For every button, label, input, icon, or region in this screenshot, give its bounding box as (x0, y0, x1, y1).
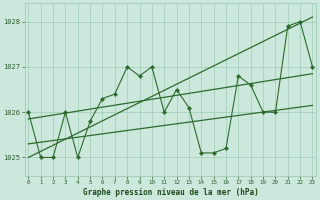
X-axis label: Graphe pression niveau de la mer (hPa): Graphe pression niveau de la mer (hPa) (83, 188, 258, 197)
